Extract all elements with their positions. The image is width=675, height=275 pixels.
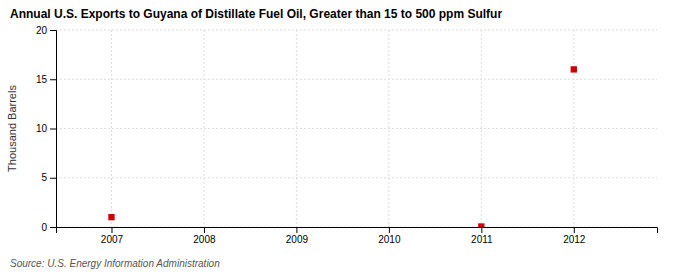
tick-label: 5 — [41, 172, 47, 183]
tick-label: 20 — [36, 25, 48, 36]
y-axis-title: Thousand Barrels — [6, 85, 18, 172]
title: Annual U.S. Exports to Guyana of Distill… — [10, 7, 502, 21]
tick: 2007 — [101, 227, 124, 245]
tick: 5 — [41, 172, 56, 183]
tick: 20 — [36, 25, 56, 36]
tick-mark — [50, 178, 56, 179]
tick-label: 10 — [36, 123, 48, 134]
tick-label: 2012 — [563, 234, 586, 245]
tick-mark — [389, 227, 390, 233]
tick-label: 2011 — [471, 234, 493, 245]
point — [571, 66, 577, 72]
tick-mark — [204, 227, 205, 233]
grid-line — [56, 79, 657, 80]
tick-mark — [574, 227, 575, 233]
point — [478, 223, 484, 227]
tick-mark — [50, 227, 56, 228]
tick: 2009 — [286, 227, 309, 245]
point — [108, 214, 114, 220]
tick-label: 2007 — [101, 234, 124, 245]
tick: 0 — [41, 222, 56, 233]
source: Source: U.S. Energy Information Administ… — [10, 258, 220, 269]
axis-line — [50, 31, 57, 228]
tick-mark — [111, 227, 112, 233]
tick-mark — [481, 227, 482, 233]
grid-line — [56, 30, 657, 31]
tick-mark — [50, 129, 56, 130]
tick: 15 — [36, 74, 56, 85]
tick-mark — [50, 30, 56, 31]
tick-label: 0 — [41, 222, 47, 233]
tick: 2010 — [378, 227, 401, 245]
axis-line — [57, 228, 658, 234]
tick: 2012 — [563, 227, 586, 245]
points — [108, 66, 577, 227]
grid-line — [56, 128, 657, 129]
y-axis: 0 5 10 15 20 — [36, 25, 57, 233]
grid — [56, 30, 657, 227]
x-axis: 2007 2008 2009 2010 2011 2012 — [57, 227, 658, 245]
plot: 2007 2008 2009 2010 2011 2012 0 5 10 15 20 Thousand… — [6, 25, 658, 245]
grid-line — [111, 30, 112, 227]
chart: Annual U.S. Exports to Guyana of Distill… — [0, 0, 675, 275]
tick: 10 — [36, 123, 56, 134]
tick: 2008 — [193, 227, 216, 245]
tick-label: 2010 — [378, 234, 401, 245]
tick-label: 2009 — [286, 234, 309, 245]
tick: 2011 — [471, 227, 493, 245]
tick-label: 15 — [36, 74, 48, 85]
grid-line — [56, 177, 657, 178]
tick-mark — [50, 79, 56, 80]
tick-label: 2008 — [193, 234, 216, 245]
tick-mark — [296, 227, 297, 233]
